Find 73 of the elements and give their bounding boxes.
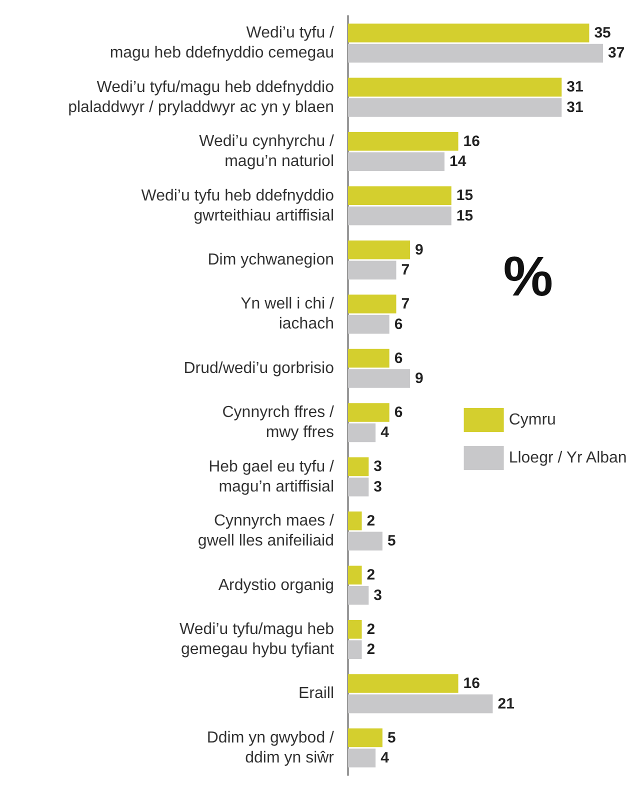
bar [348,532,382,551]
bar [348,674,458,693]
data-label: 3 [374,478,382,496]
bar [348,348,390,368]
data-label: 2 [366,641,376,658]
data-label: 7 [401,262,410,279]
data-label: 16 [463,675,480,692]
data-label: 15 [456,187,474,204]
data-label: 2 [366,620,376,638]
bar [348,44,603,63]
y-tick-label: Cynnyrch maes / gwell lles anifeiliaid [198,512,335,550]
bar [348,240,410,260]
bar [348,748,376,768]
y-tick-label: Wedi’u cynhyrchu / magu’n naturiol [199,133,335,170]
bar [348,314,390,334]
bar [348,457,369,476]
bar [348,152,444,172]
bar [348,620,362,639]
y-tick-label: Ddim yn gwybod / ddim yn siŵr [206,729,335,766]
legend-label: Cymru [508,412,556,428]
y-tick-label: Drud/wedi’u gorbrisio [184,360,334,377]
bar [348,260,396,280]
data-label: 4 [380,750,390,767]
data-label: 7 [401,296,410,313]
data-label: 6 [394,404,403,421]
data-label: 5 [387,532,396,550]
bar [348,728,382,748]
data-label: 4 [380,424,390,442]
y-tick-label: Cynnyrch ffres / mwy ffres [222,404,335,442]
data-label: 14 [449,153,467,170]
annotation: % [503,244,554,308]
data-label: 15 [456,207,474,224]
bar [348,512,362,530]
y-tick-label: Eraill [298,685,334,702]
bar [348,694,493,714]
y-tick-label: Wedi’u tyfu heb ddefnyddio gwrteithiau artiffisial [141,187,334,224]
y-tick-label: Ardystio organig [218,576,334,594]
data-label: 6 [394,316,403,333]
bar [348,294,396,314]
data-label: 2 [366,512,376,530]
y-tick-label: Wedi’u tyfu/magu heb ddefnyddio plaladdwyr / pryladdwyr ac yn y blaen [68,78,334,116]
data-label: 9 [415,370,424,388]
legend-label: Lloegr / Yr Alban [508,450,627,466]
bar [348,478,369,496]
bar [348,98,562,117]
data-label: 3 [374,458,382,476]
data-label: 31 [566,98,584,116]
y-tick-label: Dim ychwanegion [208,251,334,268]
bar [348,78,562,97]
data-label: 31 [566,78,584,96]
bar [348,423,376,442]
bar [348,206,452,226]
data-label: 16 [463,132,480,150]
y-tick-label: Heb gael eu tyfu / magu’n artiffisial [208,458,335,496]
bar [348,24,590,42]
y-tick-label: Yn well i chi / iachach [240,296,335,333]
data-label: 5 [387,729,396,746]
y-tick-label: Wedi’u tyfu / magu heb ddefnyddio cemegau [110,24,335,62]
data-label: 6 [394,350,403,367]
data-label: 35 [594,24,611,42]
y-tick-label: Wedi’u tyfu/magu heb gemegau hybu tyfiant [180,620,335,658]
data-label: 3 [374,586,382,604]
data-label: 21 [498,695,514,712]
data-label: 9 [415,241,424,258]
bar [348,403,390,422]
bar [348,566,362,584]
bar [348,369,410,388]
bar [348,640,362,659]
bar [348,186,452,205]
bar [348,132,458,151]
bar [348,586,369,605]
data-label: 37 [608,44,625,62]
data-label: 2 [366,566,376,584]
